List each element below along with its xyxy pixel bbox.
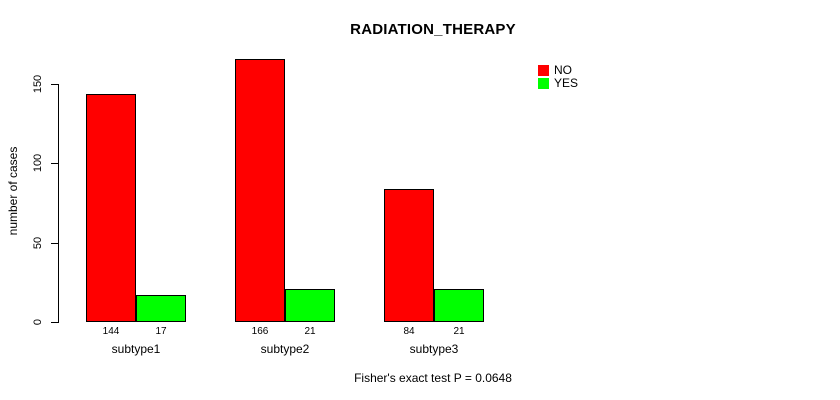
bar-value-label: 21	[304, 326, 316, 337]
y-tick-label: 150	[32, 74, 44, 94]
y-tick-label: 50	[32, 236, 44, 250]
bar-value-label: 17	[155, 326, 167, 337]
legend-swatch-no	[538, 65, 549, 76]
bar-yes-subtype1	[136, 295, 186, 322]
bar-no-subtype3	[384, 189, 434, 322]
legend-label-no: NO	[554, 63, 572, 77]
y-axis-tick	[51, 243, 59, 244]
legend-item-no: NO	[538, 63, 578, 77]
y-axis-label: number of cases	[6, 146, 20, 236]
legend-item-yes: YES	[538, 76, 579, 90]
bar-yes-subtype2	[285, 289, 335, 322]
bar-yes-subtype3	[434, 289, 484, 322]
legend-label-yes: YES	[554, 76, 579, 90]
bar-no-subtype2	[235, 59, 285, 322]
y-axis-tick	[51, 84, 59, 85]
y-axis-tick	[51, 163, 59, 164]
chart-title: RADIATION_THERAPY	[350, 21, 516, 38]
bar-no-subtype1	[86, 94, 136, 322]
bar-value-label: 166	[251, 326, 269, 337]
legend: NO YES	[538, 63, 579, 91]
y-axis-line	[58, 84, 59, 323]
x-category-label: subtype1	[111, 342, 161, 356]
legend-swatch-yes	[538, 78, 549, 89]
bar-value-label: 21	[453, 326, 465, 337]
fisher-test-annotation: Fisher's exact test P = 0.0648	[354, 371, 512, 385]
x-category-label: subtype3	[409, 342, 459, 356]
y-tick-label: 100	[32, 153, 44, 173]
bar-value-label: 144	[102, 326, 120, 337]
x-category-label: subtype2	[260, 342, 310, 356]
bar-value-label: 84	[403, 326, 415, 337]
y-axis-tick	[51, 322, 59, 323]
y-tick-label: 0	[32, 318, 44, 326]
